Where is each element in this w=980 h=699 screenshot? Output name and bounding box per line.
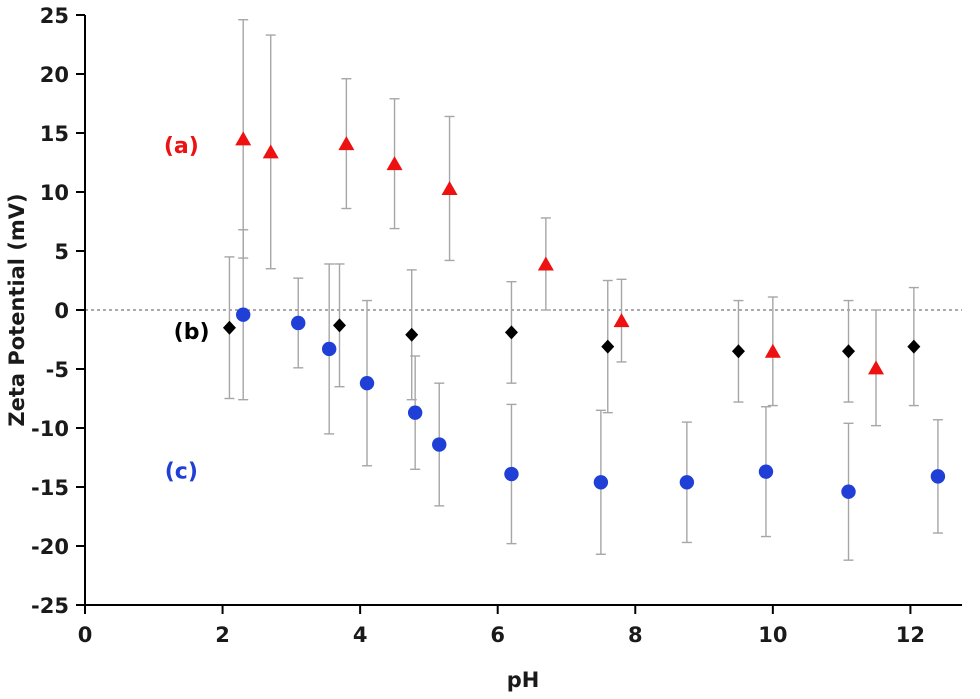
series-label: (b) <box>174 320 210 345</box>
series-c-marker <box>359 375 375 391</box>
series-c-marker <box>679 475 695 490</box>
series-b-marker <box>842 344 856 359</box>
series-c-marker <box>758 464 774 479</box>
plot-area: 0 2 4 6 8 10 12 -25 -20 -15 -10 -5 0 5 10 15 20 25 (a) (b) (… <box>31 4 962 647</box>
x-tick-label: 2 <box>215 623 230 647</box>
series-c-marker <box>236 307 251 322</box>
x-tick-label: 8 <box>628 623 643 647</box>
y-tick-label: 10 <box>40 181 69 205</box>
series-b-marker <box>601 339 615 354</box>
series-c-marker <box>930 469 946 484</box>
y-tick-label: -25 <box>31 594 69 618</box>
series-c-marker <box>407 405 423 420</box>
series-a-marker <box>868 360 885 375</box>
y-tick-label: 5 <box>54 240 69 264</box>
x-axis-label: pH <box>507 668 540 692</box>
series-c-marker <box>593 475 609 490</box>
series-a-marker <box>262 144 279 159</box>
series-b-marker <box>405 327 419 342</box>
series-b-marker <box>504 325 518 340</box>
x-tick-label: 10 <box>758 623 787 647</box>
series-c-marker <box>504 466 519 482</box>
series-c-marker <box>432 437 447 452</box>
series-a-marker <box>441 180 458 195</box>
series-a-marker <box>537 256 554 271</box>
x-tick-label: 0 <box>78 623 93 647</box>
series-label: (c) <box>165 459 198 484</box>
y-tick-label: -5 <box>46 358 69 382</box>
x-tick-label: 4 <box>353 623 368 647</box>
series-b-marker <box>333 318 347 333</box>
series-a-marker <box>613 313 630 328</box>
x-tick-label: 6 <box>490 623 505 647</box>
series-a-marker <box>764 343 781 358</box>
series-b-marker <box>222 320 236 335</box>
y-tick-label: 0 <box>54 299 69 323</box>
y-axis-label: Zeta Potential (mV) <box>5 193 29 426</box>
y-tick-label: -15 <box>31 476 69 500</box>
series-a-marker <box>338 136 355 151</box>
series-a-marker <box>235 131 252 146</box>
series-label: (a) <box>164 134 199 159</box>
y-tick-label: -10 <box>31 417 69 441</box>
series-c-marker <box>321 341 337 357</box>
y-tick-label: -20 <box>31 535 69 559</box>
series-c-marker <box>291 315 306 331</box>
series-a-marker <box>386 156 403 171</box>
y-tick-label: 20 <box>40 63 69 87</box>
y-tick-label: 15 <box>40 122 69 146</box>
x-tick-label: 12 <box>896 623 925 647</box>
series-b-marker <box>907 339 921 354</box>
series-c-marker <box>841 484 856 499</box>
y-tick-label: 25 <box>40 4 69 28</box>
series-b-marker <box>731 344 745 359</box>
